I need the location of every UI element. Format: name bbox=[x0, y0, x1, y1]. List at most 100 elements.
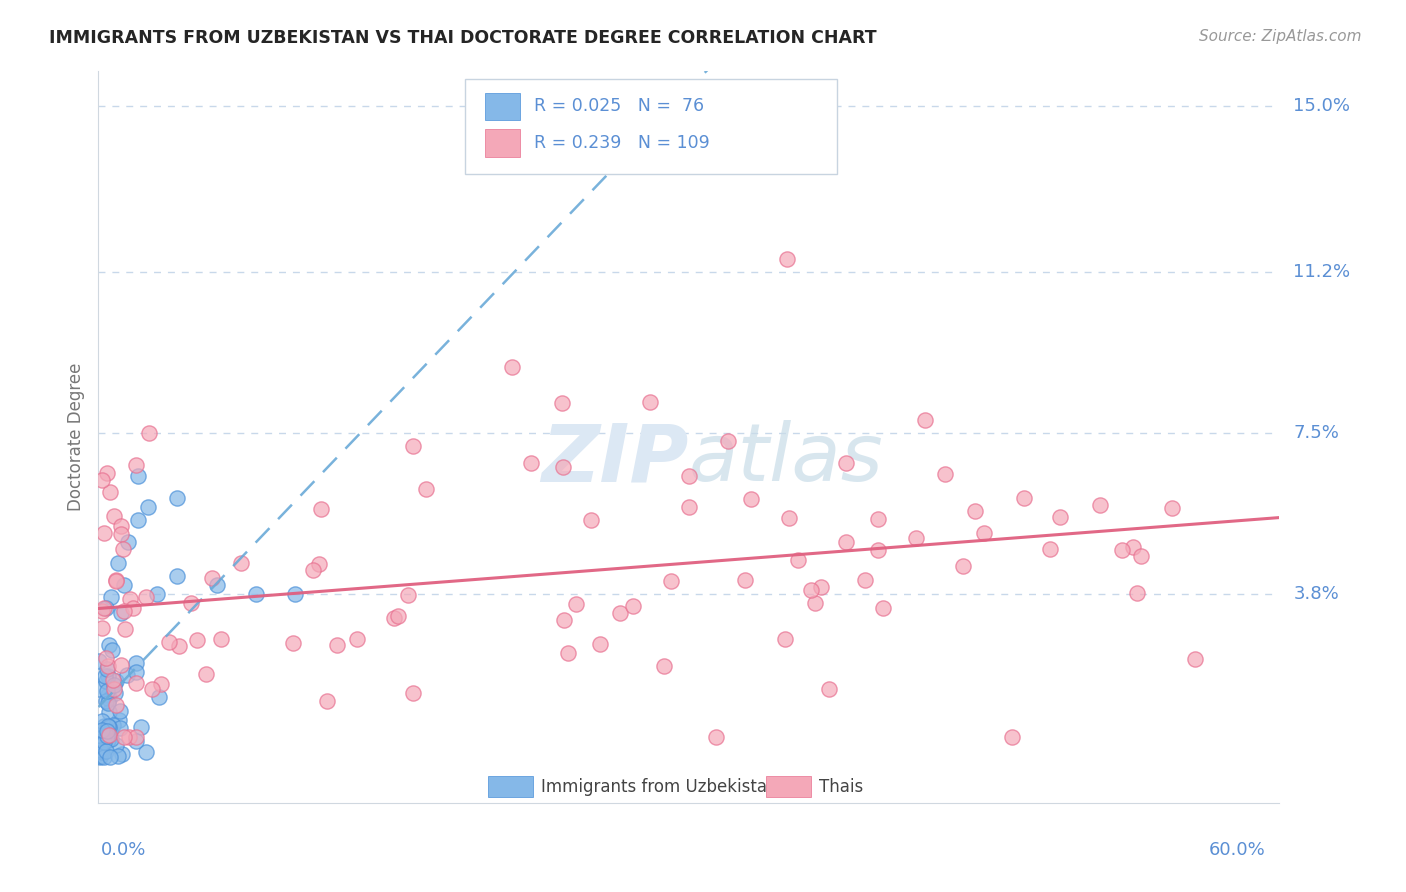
Point bbox=[101, 643, 124, 657]
Point bbox=[94, 744, 117, 758]
Point bbox=[97, 669, 120, 683]
Point bbox=[103, 682, 125, 697]
Point bbox=[89, 750, 111, 764]
Bar bbox=[485, 93, 520, 120]
Point bbox=[93, 750, 115, 764]
Point bbox=[89, 749, 111, 764]
Point bbox=[301, 563, 323, 577]
Point bbox=[520, 456, 543, 470]
Point bbox=[91, 745, 114, 759]
Point bbox=[1049, 510, 1071, 524]
Point bbox=[135, 590, 157, 604]
Point bbox=[166, 569, 188, 583]
Point bbox=[1039, 541, 1062, 556]
Bar bbox=[485, 129, 520, 157]
Bar bbox=[488, 776, 533, 797]
Point bbox=[118, 592, 141, 607]
Point bbox=[110, 606, 132, 620]
Point bbox=[112, 731, 135, 745]
Point bbox=[778, 511, 800, 525]
Text: R = 0.025   N =  76: R = 0.025 N = 76 bbox=[534, 97, 704, 115]
Point bbox=[387, 609, 409, 624]
Point bbox=[101, 673, 124, 687]
Point bbox=[1160, 500, 1182, 515]
Point bbox=[776, 252, 799, 266]
Point bbox=[866, 512, 889, 526]
Text: 60.0%: 60.0% bbox=[1209, 841, 1265, 859]
Point bbox=[98, 706, 121, 720]
Point bbox=[129, 720, 152, 734]
Text: 7.5%: 7.5% bbox=[1294, 424, 1340, 442]
Point bbox=[245, 587, 267, 601]
Point bbox=[934, 467, 956, 481]
Point bbox=[740, 491, 762, 506]
Point bbox=[157, 634, 180, 648]
Point bbox=[905, 531, 928, 545]
Point bbox=[117, 534, 139, 549]
Point bbox=[125, 665, 148, 679]
Point bbox=[146, 587, 169, 601]
Point bbox=[565, 597, 588, 611]
Point bbox=[98, 485, 121, 500]
Point bbox=[284, 587, 307, 601]
Point bbox=[96, 688, 118, 702]
Point bbox=[1088, 499, 1111, 513]
Point bbox=[415, 482, 437, 496]
Point bbox=[402, 686, 425, 700]
Point bbox=[98, 692, 121, 706]
Point bbox=[108, 705, 131, 719]
Point bbox=[803, 596, 825, 610]
Point bbox=[734, 573, 756, 587]
Point bbox=[125, 731, 148, 745]
Point bbox=[308, 557, 330, 571]
Point bbox=[104, 686, 127, 700]
Point bbox=[1130, 549, 1153, 564]
Point bbox=[104, 674, 127, 689]
Point bbox=[148, 690, 170, 704]
Point bbox=[800, 583, 823, 598]
Text: Source: ZipAtlas.com: Source: ZipAtlas.com bbox=[1198, 29, 1361, 44]
Point bbox=[717, 434, 740, 449]
Point bbox=[110, 721, 132, 735]
Point bbox=[186, 632, 208, 647]
Text: atlas: atlas bbox=[689, 420, 884, 498]
Point bbox=[835, 534, 858, 549]
Point bbox=[787, 553, 810, 567]
Point bbox=[654, 658, 676, 673]
Point bbox=[589, 637, 612, 651]
Point bbox=[609, 606, 631, 620]
Point bbox=[111, 541, 134, 556]
Y-axis label: Doctorate Degree: Doctorate Degree bbox=[66, 363, 84, 511]
Point bbox=[101, 717, 124, 731]
Point bbox=[90, 743, 112, 757]
Point bbox=[100, 590, 122, 604]
Point bbox=[93, 719, 115, 733]
Point bbox=[1125, 586, 1147, 600]
Point bbox=[169, 639, 191, 653]
Point bbox=[93, 735, 115, 749]
Point bbox=[94, 693, 117, 707]
Point bbox=[91, 604, 114, 618]
Point bbox=[97, 718, 120, 732]
Point bbox=[1012, 491, 1035, 505]
Point bbox=[579, 513, 602, 527]
Point bbox=[96, 684, 118, 698]
Point bbox=[89, 681, 111, 696]
Point bbox=[94, 673, 117, 688]
Point bbox=[818, 681, 841, 696]
Point bbox=[149, 677, 172, 691]
Point bbox=[136, 500, 159, 514]
Point bbox=[135, 745, 157, 759]
Point bbox=[872, 600, 894, 615]
Point bbox=[810, 580, 832, 594]
Point bbox=[557, 647, 579, 661]
Point bbox=[1001, 731, 1024, 745]
Bar bbox=[766, 776, 811, 797]
Point bbox=[659, 574, 682, 588]
Text: 0.0%: 0.0% bbox=[101, 841, 146, 859]
Point bbox=[678, 469, 700, 483]
Point bbox=[231, 556, 253, 570]
Point bbox=[402, 439, 425, 453]
Point bbox=[93, 733, 115, 747]
Point bbox=[501, 360, 523, 375]
